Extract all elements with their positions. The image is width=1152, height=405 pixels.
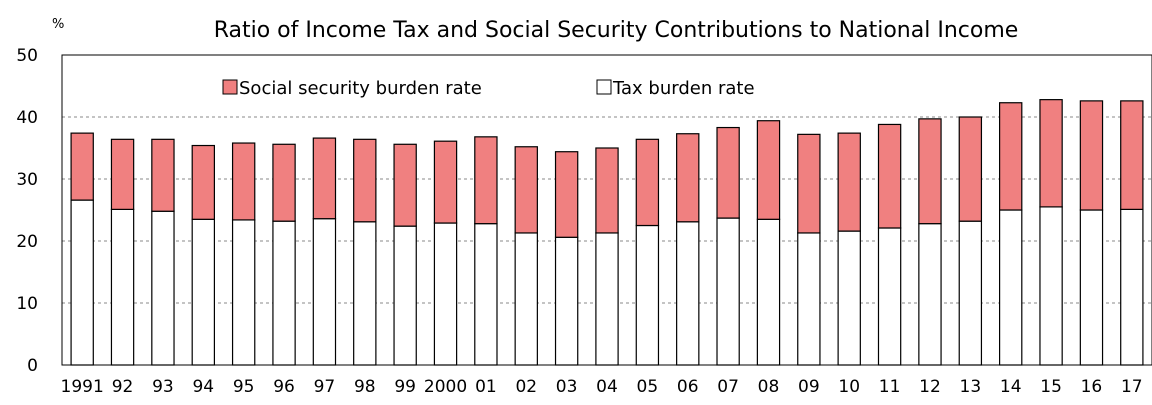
bar-social-security-burden	[433, 140, 458, 224]
bar-tax-burden	[595, 232, 619, 366]
x-tick-label: 05	[637, 377, 659, 397]
y-axis: 0 10 20 30 40 50	[16, 46, 38, 376]
x-tick-label: 95	[233, 377, 255, 397]
y-tick-label: 20	[16, 232, 38, 252]
bar-tax-burden	[151, 210, 175, 366]
bar-social-security-burden	[918, 118, 942, 225]
x-tick-label: 13	[960, 377, 982, 397]
bar-tax-burden	[797, 232, 821, 366]
bar-tax-burden	[676, 221, 700, 366]
x-tick-label: 99	[394, 377, 416, 397]
bar-social-security-burden	[716, 126, 740, 219]
bar-social-security-burden	[958, 116, 983, 222]
bar-tax-burden	[272, 220, 296, 366]
x-tick-label: 17	[1121, 377, 1143, 397]
bar-tax-burden	[312, 218, 337, 366]
x-tick-label: 97	[314, 377, 336, 397]
x-tick-label: 98	[354, 377, 376, 397]
y-tick-label: 30	[16, 170, 38, 190]
bar-tax-burden	[756, 218, 781, 366]
bar-tax-burden	[716, 217, 740, 366]
x-tick-label: 96	[273, 377, 295, 397]
x-tick-label: 11	[879, 377, 901, 397]
x-tick-label: 01	[475, 377, 497, 397]
bar-tax-burden	[1039, 206, 1063, 366]
bar-social-security-burden	[635, 138, 660, 227]
x-tick-label: 04	[596, 377, 618, 397]
y-tick-label: 50	[16, 46, 38, 66]
bars	[70, 99, 1144, 366]
x-tick-label: 94	[192, 377, 214, 397]
bar-social-security-burden	[353, 138, 377, 223]
bar-social-security-burden	[393, 143, 417, 227]
legend-label-social-security: Social security burden rate	[239, 78, 482, 99]
chart-title: Ratio of Income Tax and Social Security …	[214, 18, 1019, 43]
bar-tax-burden	[837, 230, 861, 366]
bar-social-security-burden	[676, 133, 700, 223]
x-tick-label: 07	[717, 377, 739, 397]
y-tick-label: 0	[27, 356, 38, 376]
bar-social-security-burden	[877, 123, 902, 229]
bar-tax-burden	[231, 219, 256, 366]
bar-tax-burden	[1079, 209, 1104, 366]
bar-social-security-burden	[837, 132, 861, 232]
bar-tax-burden	[554, 236, 579, 366]
bar-tax-burden	[70, 199, 94, 366]
bar-social-security-burden	[272, 143, 296, 222]
bar-social-security-burden	[554, 151, 579, 238]
x-axis: 1991 92 93 94 95 96 97 98 99 2000 01 02 03 04 05 06 07 08…	[61, 377, 1143, 397]
legend-swatch-tax	[596, 79, 612, 95]
x-tick-label: 09	[798, 377, 820, 397]
bar-tax-burden	[877, 227, 902, 366]
y-tick-label: 10	[16, 294, 38, 314]
bar-tax-burden	[918, 223, 942, 366]
x-tick-label: 16	[1081, 377, 1103, 397]
bar-tax-burden	[514, 232, 538, 366]
x-tick-label: 14	[1000, 377, 1022, 397]
legend-swatch-social-security	[222, 79, 238, 95]
x-tick-label: 92	[112, 377, 134, 397]
x-tick-label: 02	[515, 377, 537, 397]
legend-label-tax: Tax burden rate	[612, 78, 755, 99]
bar-social-security-burden	[474, 136, 498, 225]
x-tick-label: 93	[152, 377, 174, 397]
bar-tax-burden	[110, 208, 135, 366]
bar-social-security-burden	[191, 144, 215, 220]
bar-social-security-burden	[595, 147, 619, 234]
bar-tax-burden	[999, 209, 1023, 366]
x-tick-label: 1991	[61, 377, 104, 397]
bar-social-security-burden	[756, 120, 781, 220]
bar-social-security-burden	[312, 137, 337, 220]
bar-social-security-burden	[1120, 100, 1144, 210]
bar-tax-burden	[393, 225, 417, 366]
bar-tax-burden	[635, 224, 660, 366]
x-tick-label: 10	[838, 377, 860, 397]
bar-social-security-burden	[151, 138, 175, 212]
x-tick-label: 06	[677, 377, 699, 397]
bar-tax-burden	[958, 220, 983, 366]
x-tick-label: 12	[919, 377, 941, 397]
bar-social-security-burden	[70, 132, 94, 201]
bar-social-security-burden	[999, 102, 1023, 211]
bar-tax-burden	[353, 221, 377, 366]
bar-tax-burden	[433, 222, 458, 366]
plot-area	[61, 54, 1152, 366]
bar-social-security-burden	[1039, 99, 1063, 208]
y-unit-label: %	[52, 17, 64, 32]
bar-social-security-burden	[110, 138, 135, 210]
bar-social-security-burden	[231, 142, 256, 221]
bar-tax-burden	[1120, 208, 1144, 366]
bar-social-security-burden	[1079, 100, 1104, 211]
x-tick-label: 15	[1040, 377, 1062, 397]
x-tick-label: 08	[758, 377, 780, 397]
x-tick-label: 2000	[424, 377, 467, 397]
bar-tax-burden	[474, 223, 498, 366]
x-tick-label: 03	[556, 377, 578, 397]
bar-tax-burden	[191, 218, 215, 366]
legend: Social security burden rate Tax burden r…	[222, 78, 755, 99]
bar-social-security-burden	[797, 133, 821, 234]
y-tick-label: 40	[16, 108, 38, 128]
bar-social-security-burden	[514, 146, 538, 234]
